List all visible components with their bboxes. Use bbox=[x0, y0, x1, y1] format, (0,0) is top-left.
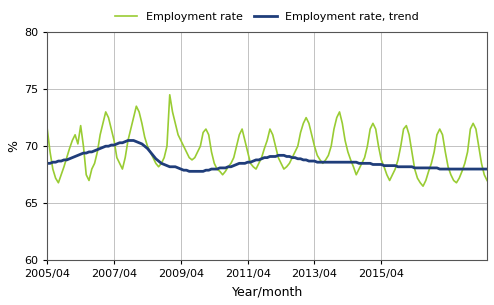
Y-axis label: %: % bbox=[7, 140, 20, 152]
Employment rate bbox=[420, 184, 426, 188]
Line: Employment rate: Employment rate bbox=[47, 95, 487, 186]
Line: Employment rate, trend: Employment rate, trend bbox=[47, 141, 487, 171]
Employment rate, trend bbox=[225, 165, 231, 169]
Employment rate, trend bbox=[484, 167, 490, 171]
Employment rate bbox=[328, 144, 334, 148]
Employment rate bbox=[169, 110, 175, 114]
Employment rate bbox=[167, 93, 173, 97]
Legend: Employment rate, Employment rate, trend: Employment rate, Employment rate, trend bbox=[111, 8, 423, 27]
Employment rate, trend bbox=[331, 160, 337, 164]
Employment rate bbox=[367, 127, 373, 131]
X-axis label: Year/month: Year/month bbox=[232, 285, 303, 298]
Employment rate bbox=[222, 170, 228, 173]
Employment rate bbox=[44, 127, 50, 131]
Employment rate bbox=[417, 181, 423, 185]
Employment rate bbox=[189, 158, 195, 162]
Employment rate, trend bbox=[169, 165, 175, 169]
Employment rate, trend bbox=[192, 170, 198, 173]
Employment rate, trend bbox=[44, 162, 50, 165]
Employment rate bbox=[484, 179, 490, 182]
Employment rate, trend bbox=[370, 163, 376, 166]
Employment rate, trend bbox=[125, 139, 131, 142]
Employment rate, trend bbox=[420, 166, 426, 170]
Employment rate, trend bbox=[186, 170, 192, 173]
